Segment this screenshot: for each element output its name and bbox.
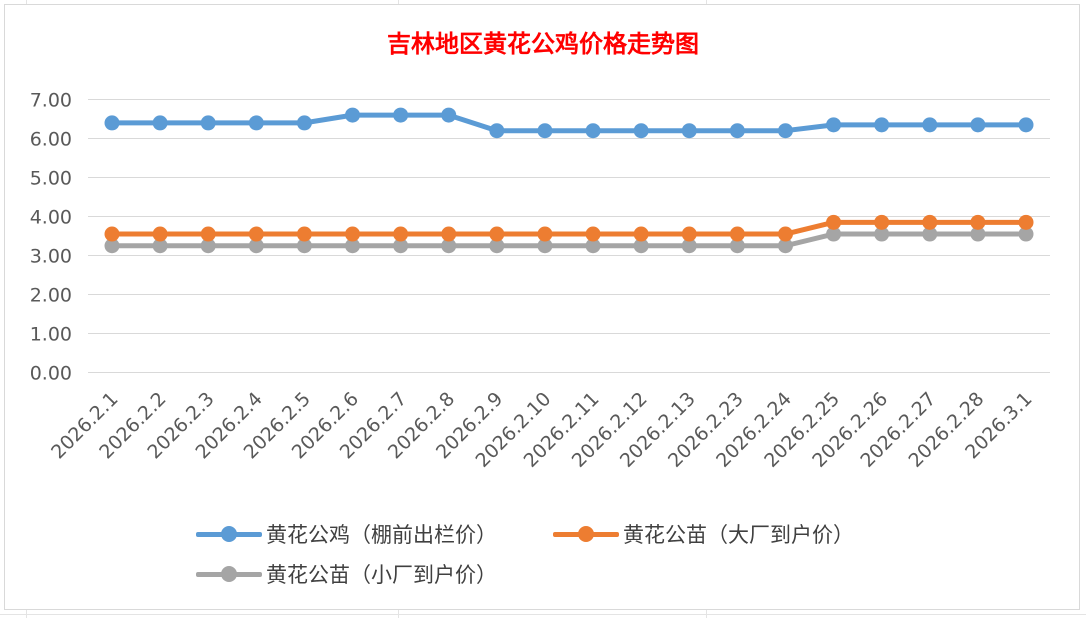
- data-point-series-3: [248, 238, 264, 254]
- data-point-series-1: [681, 123, 697, 139]
- y-tick-label: 2.00: [30, 285, 72, 307]
- data-point-series-3: [441, 238, 457, 254]
- series-line-2: [109, 219, 1029, 237]
- data-point-series-1: [489, 123, 505, 139]
- y-tick-label: 4.00: [30, 207, 72, 229]
- data-point-series-1: [729, 123, 745, 139]
- data-point-series-3: [970, 226, 986, 242]
- data-point-series-3: [922, 226, 938, 242]
- data-point-series-3: [1018, 226, 1034, 242]
- y-tick-label: 0.00: [30, 363, 72, 385]
- data-point-series-1: [585, 123, 601, 139]
- data-point-series-3: [874, 226, 890, 242]
- data-point-series-1: [441, 107, 457, 123]
- data-point-series-2: [970, 214, 986, 230]
- data-point-series-1: [537, 123, 553, 139]
- data-point-series-1: [1018, 117, 1034, 133]
- data-point-series-2: [152, 226, 168, 242]
- data-point-series-2: [729, 226, 745, 242]
- data-point-series-2: [200, 226, 216, 242]
- data-point-series-1: [345, 107, 361, 123]
- y-tick-label: 5.00: [30, 168, 72, 190]
- data-point-series-2: [248, 226, 264, 242]
- data-point-series-1: [970, 117, 986, 133]
- data-point-series-3: [296, 238, 312, 254]
- data-point-series-1: [633, 123, 649, 139]
- chart-title: 吉林地区黄花公鸡价格走势图: [387, 29, 699, 58]
- data-point-series-2: [826, 214, 842, 230]
- data-point-series-2: [104, 226, 120, 242]
- data-point-series-3: [681, 238, 697, 254]
- data-point-series-3: [345, 238, 361, 254]
- data-point-series-2: [489, 226, 505, 242]
- series-line-3: [109, 231, 1029, 249]
- data-point-series-2: [441, 226, 457, 242]
- data-point-series-1: [922, 117, 938, 133]
- data-point-series-2: [393, 226, 409, 242]
- data-point-series-2: [633, 226, 649, 242]
- y-tick-label: 1.00: [30, 324, 72, 346]
- data-point-series-2: [681, 226, 697, 242]
- data-point-series-3: [489, 238, 505, 254]
- data-point-series-1: [826, 117, 842, 133]
- data-point-series-3: [826, 226, 842, 242]
- data-point-series-1: [296, 115, 312, 131]
- data-point-series-2: [537, 226, 553, 242]
- data-point-series-1: [200, 115, 216, 131]
- y-tick-label: 6.00: [30, 129, 72, 151]
- data-point-series-3: [152, 238, 168, 254]
- chart-area[interactable]: [4, 4, 1080, 610]
- data-point-series-3: [200, 238, 216, 254]
- data-point-series-2: [777, 226, 793, 242]
- data-point-series-3: [393, 238, 409, 254]
- data-point-series-1: [777, 123, 793, 139]
- series-line-1: [109, 112, 1029, 134]
- data-point-series-1: [248, 115, 264, 131]
- data-point-series-1: [152, 115, 168, 131]
- data-point-series-1: [393, 107, 409, 123]
- y-tick-label: 3.00: [30, 246, 72, 268]
- data-point-series-2: [1018, 214, 1034, 230]
- data-point-series-1: [104, 115, 120, 131]
- data-point-series-3: [729, 238, 745, 254]
- data-point-series-2: [922, 214, 938, 230]
- data-point-series-2: [345, 226, 361, 242]
- data-point-series-3: [537, 238, 553, 254]
- data-point-series-3: [104, 238, 120, 254]
- data-point-series-3: [585, 238, 601, 254]
- y-tick-label: 7.00: [30, 90, 72, 112]
- data-point-series-2: [296, 226, 312, 242]
- data-point-series-3: [633, 238, 649, 254]
- data-point-series-2: [874, 214, 890, 230]
- data-point-series-3: [777, 238, 793, 254]
- data-point-series-2: [585, 226, 601, 242]
- data-point-series-1: [874, 117, 890, 133]
